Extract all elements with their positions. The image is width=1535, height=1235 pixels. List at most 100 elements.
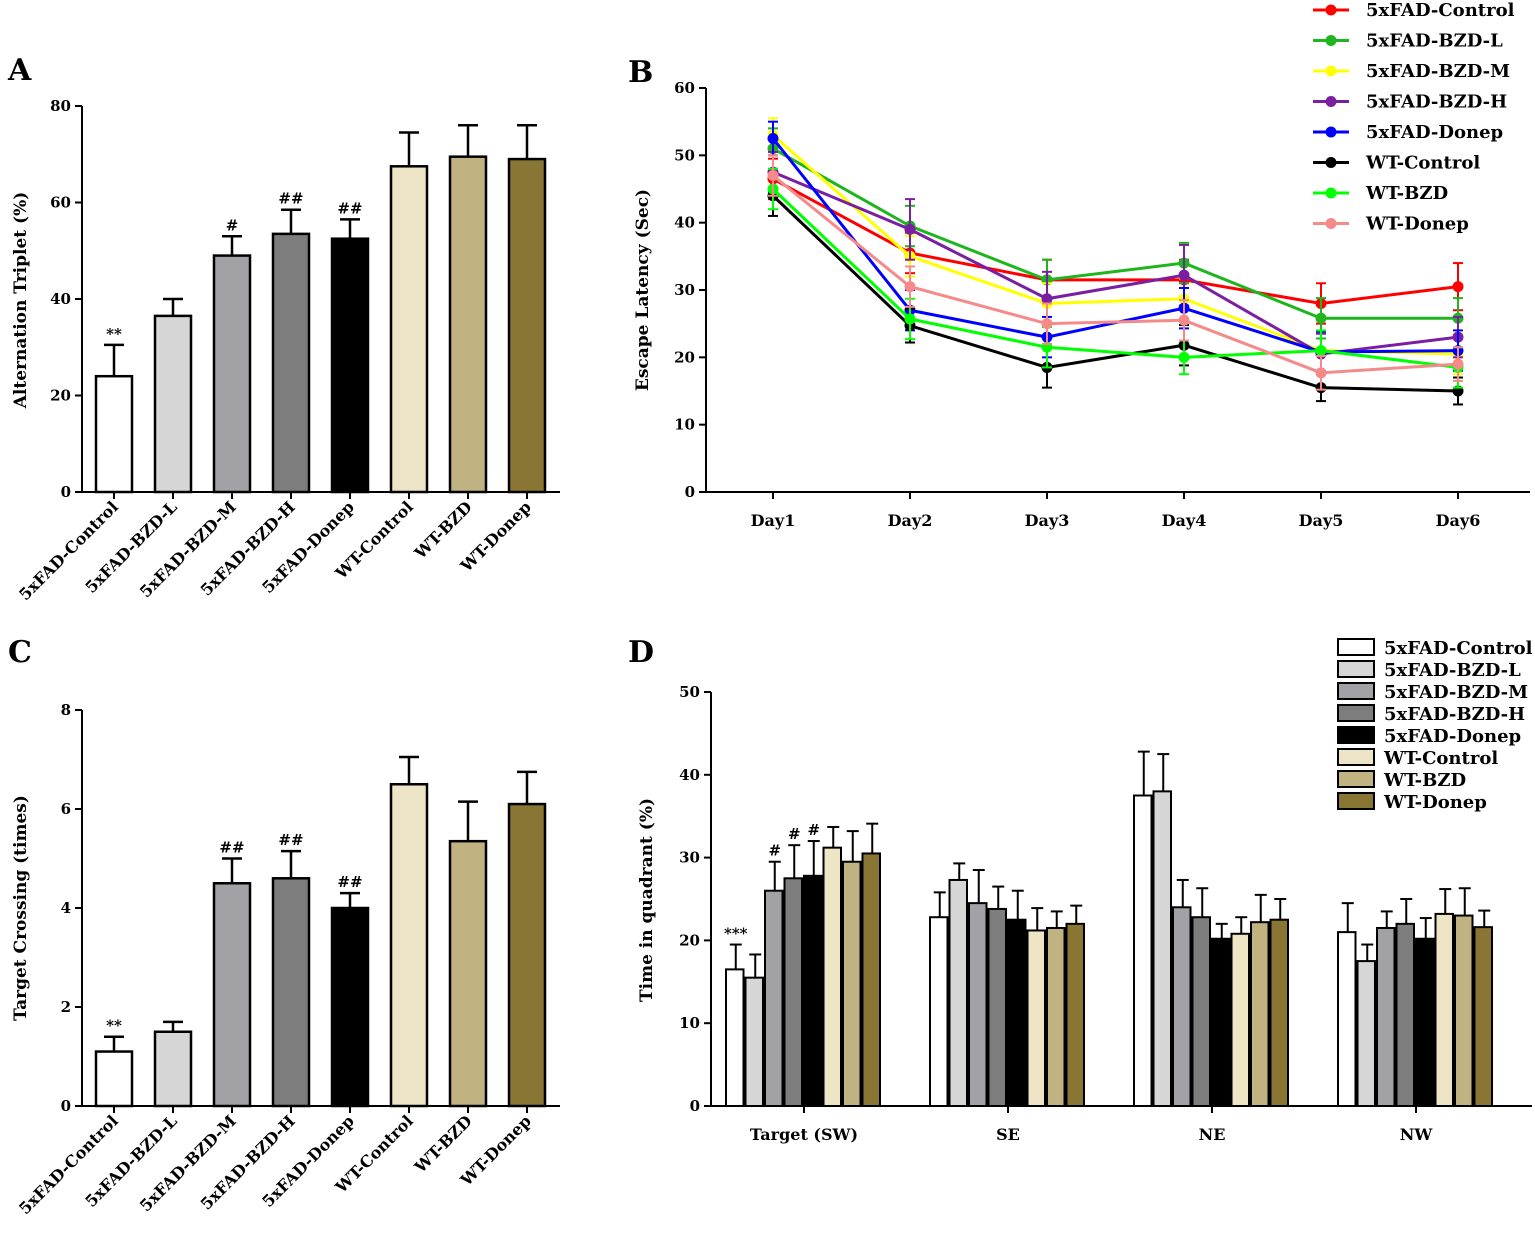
panel-d-legend-swatch — [1337, 638, 1375, 656]
panel-b-x-label-day1: Day1 — [751, 511, 796, 530]
panel-d-bar-nw-5xfad-donep — [1415, 937, 1435, 1108]
panel-d-legend-5xfad-bzd-l: 5xFAD-BZD-L — [1384, 660, 1521, 681]
panel-a-bar-5xfad-control — [94, 374, 134, 494]
panel-d-bar-ne-5xfad-donep — [1211, 937, 1231, 1108]
panel-d-y-tick-label: 40 — [679, 766, 700, 784]
panel-d-y-tick-label: 50 — [679, 683, 700, 701]
panel-b-x-label-day2: Day2 — [888, 511, 933, 530]
panel-d-x-label-target-sw: Target (SW) — [750, 1125, 858, 1144]
panel-d-bar-ne-5xfad-bzd-l — [1152, 790, 1172, 1107]
panel-b-point-wt-donep — [1041, 318, 1053, 330]
panel-c-annotation: ## — [337, 873, 362, 891]
panel-c-bar-5xfad-bzd-m — [212, 882, 252, 1108]
panel-d-letter: D — [628, 635, 654, 670]
panel-b-point-wt-donep — [767, 170, 779, 182]
panel-d-ylabel: Time in quadrant (%) — [637, 798, 657, 1002]
panel-d-legend-wt-bzd: WT-BZD — [1383, 770, 1466, 791]
panel-b-y-tick-label: 0 — [685, 483, 695, 501]
panel-d-bar-se-5xfad-bzd-m — [968, 902, 988, 1108]
panel-d-y-tick-label: 10 — [679, 1014, 700, 1032]
panel-d-bar-se-wt-bzd — [1046, 926, 1066, 1107]
panel-b-point-5xfad-bzd-h — [904, 223, 916, 235]
panel-b-point-wt-bzd — [1315, 345, 1327, 357]
panel-c-y-tick-label: 0 — [61, 1097, 71, 1115]
panel-b-legend: 5xFAD-Control 5xFAD-BZD-L 5xFAD-BZD-M 5xFAD… — [1313, 0, 1515, 235]
panel-a-y-tick-label: 0 — [61, 483, 71, 501]
panel-b-point-wt-donep — [1315, 367, 1327, 379]
panel-b-legend-wt-control: WT-Control — [1365, 153, 1480, 174]
panel-b-line-wt-bzd — [771, 187, 1459, 369]
panel-b-y-tick-label: 60 — [674, 79, 695, 97]
panel-b-legend-5xfad-bzd-m: 5xFAD-BZD-M — [1366, 61, 1510, 82]
panel-c-annotation: ## — [278, 831, 303, 849]
panel-b-line-5xfad-bzd-h — [772, 170, 1459, 356]
panel-d-y-tick-label: 0 — [690, 1097, 700, 1115]
panel-d-y-tick-label: 30 — [679, 849, 700, 867]
panel-c-ylabel: Target Crossing (times) — [11, 795, 31, 1021]
panel-b-y-tick-label: 20 — [674, 348, 695, 366]
panel-d-bar-se-wt-control — [1026, 929, 1046, 1107]
panel-d-annotation: # — [768, 842, 781, 860]
panel-d-bar-ne-wt-donep — [1269, 918, 1289, 1108]
panel-c-y-tick-label: 8 — [61, 701, 71, 719]
panel-b-legend-5xfad-control: 5xFAD-Control — [1366, 0, 1515, 21]
panel-b-chart: B Escape Latency (Sec) 0 10 20 30 40 50 60 Day1… — [628, 0, 1530, 530]
panel-d-annotation: # — [807, 821, 820, 839]
panel-d-chart: D Time in quadrant (%) 0 10 20 30 40 50 Target… — [628, 635, 1533, 1144]
panel-a-x-label-5xfad-control: 5xFAD-Control — [15, 497, 122, 604]
panel-a-letter: A — [7, 53, 32, 88]
panel-d-legend-wt-donep: WT-Donep — [1383, 792, 1487, 813]
panel-d-y-tick-label: 20 — [679, 931, 700, 949]
panel-c-bar-5xfad-bzd-h — [271, 877, 311, 1108]
panel-d-bar-ne-5xfad-bzd-m — [1172, 906, 1192, 1108]
panel-a-annotation: ** — [106, 325, 122, 343]
panel-b-point-wt-donep — [1452, 358, 1464, 370]
panel-a-annotation: ## — [337, 199, 362, 217]
panel-b-point-5xfad-bzd-h — [1041, 293, 1053, 305]
panel-d-bar-ne-wt-bzd — [1250, 921, 1270, 1108]
panel-a-bar-wt-bzd — [448, 155, 488, 494]
panel-d-bar-ne-wt-control — [1230, 932, 1250, 1107]
panel-b-line-wt-control — [771, 194, 1459, 393]
panel-c-y-tick-label: 6 — [61, 800, 71, 818]
panel-c-annotation: ** — [106, 1017, 122, 1035]
panel-b-series-5xfad-donep — [767, 120, 1464, 374]
panel-d-legend: 5xFAD-Control5xFAD-BZD-L5xFAD-BZD-M5xFAD… — [1337, 638, 1533, 813]
panel-b-x-label-day5: Day5 — [1299, 511, 1344, 530]
panel-b-line-5xfad-bzd-l — [772, 147, 1458, 320]
panel-b-line-5xfad-control — [772, 177, 1459, 305]
panel-a-bar-wt-control — [389, 165, 429, 494]
panel-d-bar-target-sw-wt-control — [822, 846, 842, 1107]
panel-d-x-label-nw: NW — [1400, 1125, 1434, 1144]
panel-c-bar-5xfad-donep — [330, 906, 370, 1108]
panel-d-x-label-se: SE — [996, 1125, 1020, 1144]
panel-d-legend-5xfad-bzd-h: 5xFAD-BZD-H — [1384, 704, 1525, 725]
panel-a-bar-5xfad-bzd-h — [271, 232, 311, 494]
panel-a-ylabel: Alternation Triplet (%) — [11, 192, 31, 410]
panel-a-bar-5xfad-bzd-l — [153, 314, 193, 494]
panel-b-legend-5xfad-bzd-h: 5xFAD-BZD-H — [1366, 92, 1507, 113]
panel-b-legend-marker — [1325, 96, 1337, 107]
panel-b-x-label-day3: Day3 — [1025, 511, 1070, 530]
panel-d-bar-target-sw-5xfad-bzd-m — [764, 889, 784, 1107]
panel-d-bar-nw-5xfad-bzd-h — [1395, 922, 1415, 1108]
panel-d-bar-target-sw-5xfad-donep — [803, 874, 823, 1107]
panel-b-y-tick-label: 30 — [674, 281, 695, 299]
panel-b-point-5xfad-bzd-h — [1178, 269, 1190, 281]
panel-d-legend-swatch — [1337, 726, 1375, 744]
panel-d-bar-se-wt-donep — [1065, 922, 1085, 1108]
panel-b-legend-5xfad-bzd-l: 5xFAD-BZD-L — [1366, 31, 1503, 52]
panel-d-legend-swatch — [1337, 704, 1375, 722]
panel-b-series-5xfad-control — [767, 157, 1464, 325]
panel-b-legend-marker — [1325, 218, 1337, 229]
panel-b-line-5xfad-donep — [771, 137, 1459, 354]
panel-d-bar-se-5xfad-bzd-h — [987, 907, 1007, 1107]
panel-d-legend-5xfad-bzd-m: 5xFAD-BZD-M — [1384, 682, 1528, 703]
panel-b-x-label-day6: Day6 — [1436, 511, 1481, 530]
panel-d-legend-swatch — [1337, 682, 1375, 700]
panel-c-bar-5xfad-bzd-l — [153, 1030, 193, 1108]
panel-d-bar-target-sw-wt-bzd — [842, 860, 862, 1107]
panel-c-bar-wt-bzd — [448, 839, 488, 1108]
panel-d-bar-nw-wt-control — [1434, 912, 1454, 1107]
panel-b-legend-marker — [1325, 65, 1337, 77]
